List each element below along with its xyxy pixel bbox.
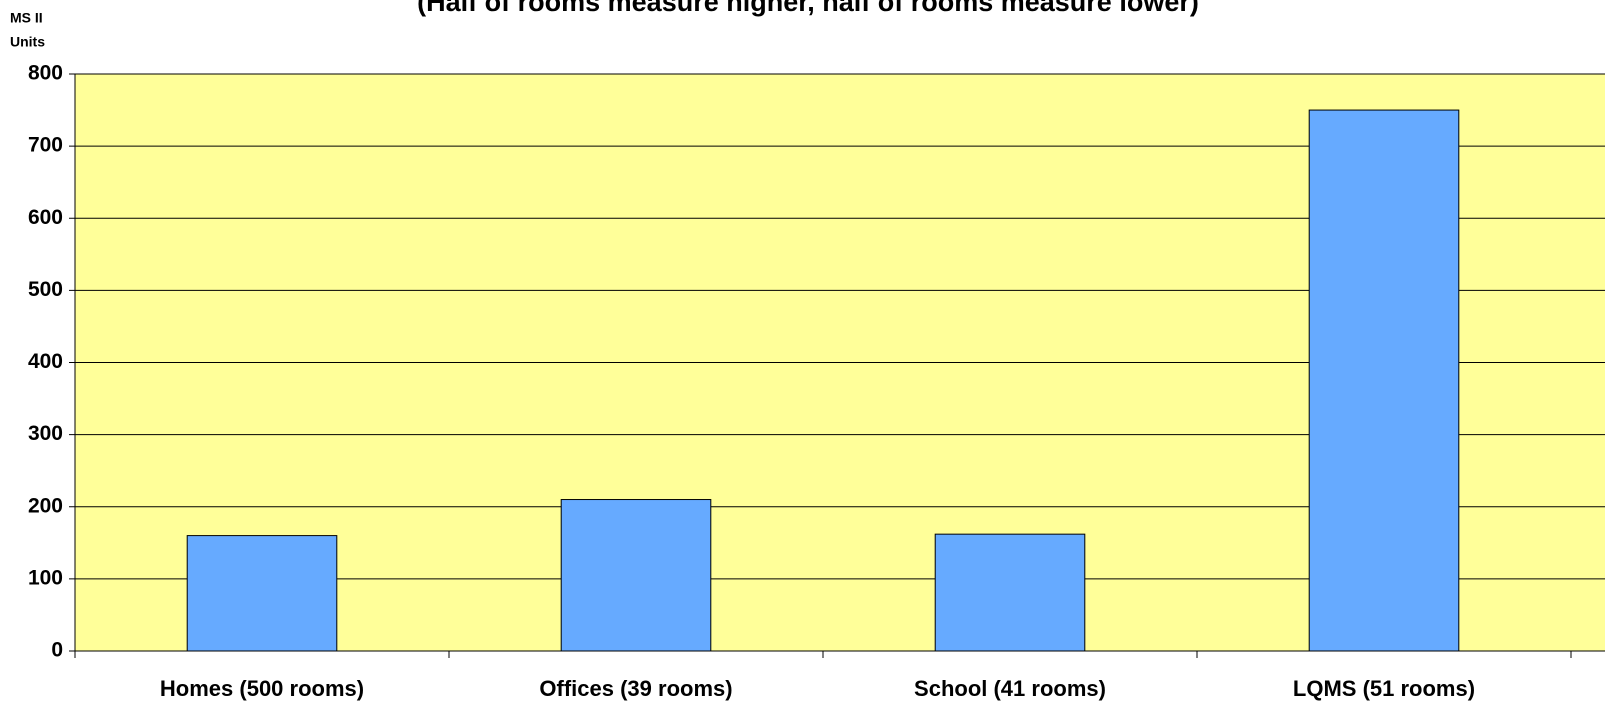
x-tick-label: Offices (39 rooms)	[539, 676, 732, 701]
bar	[934, 533, 1086, 652]
y-tick-label: 800	[28, 62, 63, 85]
y-tick-label: 400	[28, 350, 63, 373]
y-axis-label: MS II	[10, 10, 43, 26]
bar	[1308, 109, 1460, 652]
y-tick-label: 600	[28, 206, 63, 229]
y-tick-label: 0	[51, 639, 63, 662]
bar	[560, 499, 712, 652]
y-tick-label: 300	[28, 422, 63, 445]
bar	[186, 535, 338, 652]
y-tick-label: 500	[28, 278, 63, 301]
chart-subtitle: (Half of rooms measure higher, half of r…	[417, 0, 1199, 17]
y-tick-label: 700	[28, 134, 63, 157]
y-axis-label: Units	[10, 34, 45, 50]
y-tick-label: 100	[28, 566, 63, 589]
y-tick-label: 200	[28, 494, 63, 517]
x-tick-label: Homes (500 rooms)	[160, 676, 364, 701]
x-tick-label: LQMS (51 rooms)	[1293, 676, 1475, 701]
x-tick-label: School (41 rooms)	[914, 676, 1106, 701]
